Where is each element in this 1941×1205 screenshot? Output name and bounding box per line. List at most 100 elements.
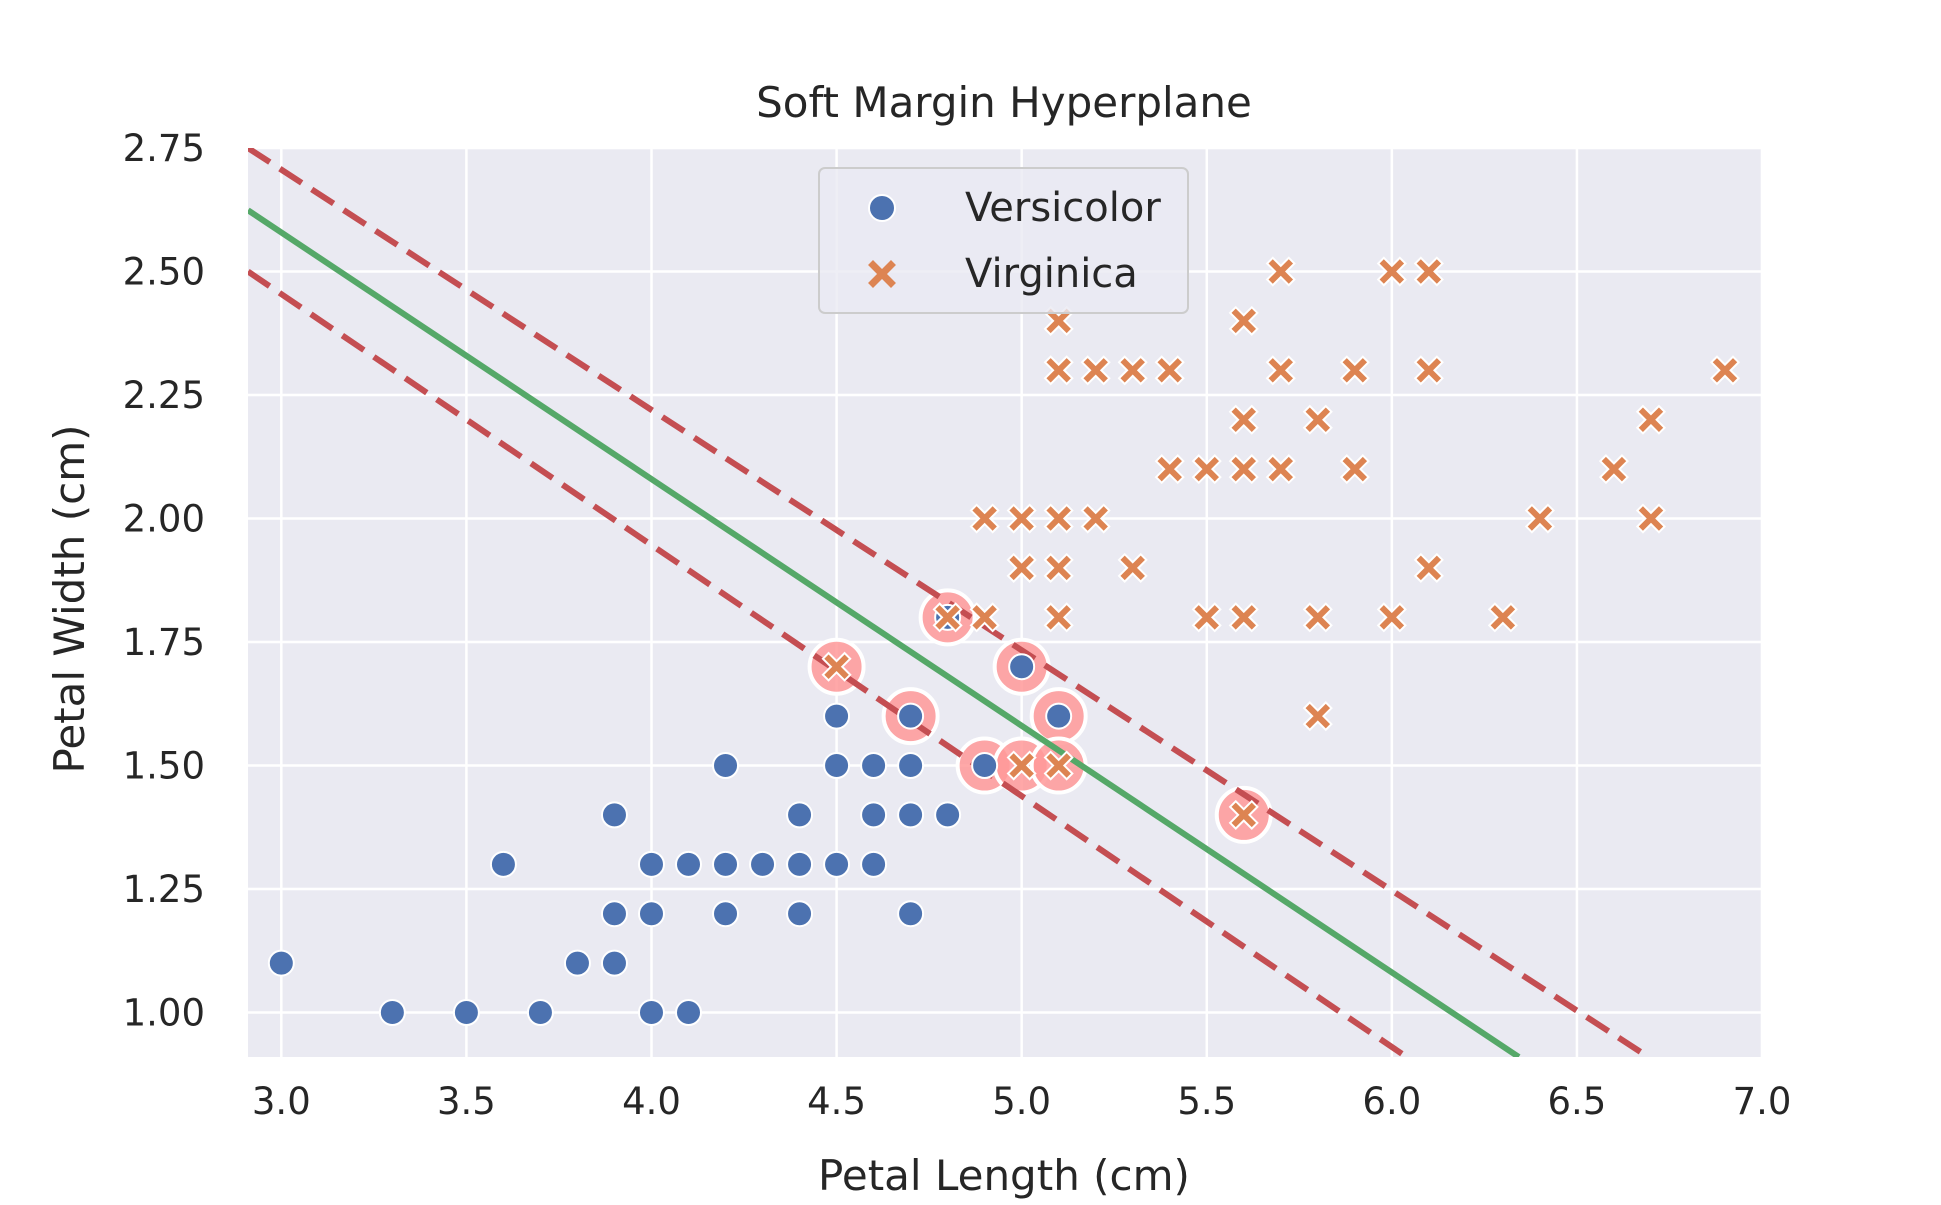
virginica-point-mark — [1046, 555, 1071, 581]
virginica-point — [1339, 454, 1370, 485]
y-tick-label: 1.75 — [123, 621, 205, 664]
versicolor-point — [675, 999, 703, 1027]
virginica-point-mark — [1157, 456, 1182, 482]
x-tick-label: 5.0 — [992, 1080, 1051, 1123]
versicolor-point — [897, 702, 925, 730]
virginica-point-mark — [1009, 506, 1034, 531]
virginica-point-mark — [1638, 407, 1664, 432]
versicolor-point — [786, 801, 814, 829]
versicolor-point — [897, 752, 925, 780]
x-tick-label: 6.5 — [1547, 1080, 1606, 1123]
versicolor-point — [637, 850, 665, 878]
hyperplane-line — [248, 207, 1521, 1057]
virginica-point — [1228, 305, 1259, 336]
y-tick-label: 2.75 — [123, 127, 205, 170]
virginica-point-mark — [1527, 506, 1553, 531]
virginica-point — [1154, 355, 1185, 386]
virginica-point — [1043, 355, 1074, 386]
virginica-point — [821, 651, 852, 682]
versicolor-point — [526, 999, 554, 1027]
virginica-point — [1302, 602, 1333, 633]
versicolor-point — [897, 900, 925, 928]
virginica-point-mark — [1416, 259, 1442, 284]
virginica-point-mark — [1342, 358, 1368, 383]
virginica-point — [1080, 355, 1111, 386]
virginica-point — [1117, 355, 1148, 386]
y-tick-label: 1.00 — [123, 992, 205, 1035]
virginica-point-mark — [1638, 506, 1664, 531]
versicolor-point — [600, 949, 628, 977]
legend-versicolor-marker — [868, 194, 896, 222]
y-tick-label: 2.00 — [123, 498, 205, 541]
versicolor-point — [378, 999, 406, 1027]
virginica-point — [969, 602, 1000, 633]
versicolor-point — [823, 752, 851, 780]
virginica-point — [1191, 454, 1222, 485]
virginica-point-mark — [1305, 605, 1331, 630]
virginica-point-mark — [1712, 358, 1738, 383]
versicolor-point — [1045, 702, 1073, 730]
virginica-point — [1265, 256, 1296, 287]
virginica-point-mark — [1046, 605, 1071, 630]
y-axis-label: Petal Width (cm) — [45, 424, 94, 773]
legend-box — [818, 167, 1189, 314]
virginica-point-mark — [1194, 605, 1219, 630]
virginica-point — [1006, 552, 1037, 583]
virginica-point — [1413, 552, 1444, 583]
virginica-point — [1043, 602, 1074, 633]
virginica-point — [1043, 552, 1074, 583]
virginica-point-mark — [1231, 605, 1257, 630]
virginica-point-mark — [1268, 259, 1294, 284]
versicolor-point — [749, 850, 777, 878]
virginica-point — [1043, 750, 1074, 781]
virginica-point — [1043, 305, 1074, 336]
virginica-point-mark — [972, 506, 997, 531]
versicolor-point — [971, 752, 999, 780]
virginica-point-mark — [1157, 358, 1182, 383]
versicolor-point — [860, 850, 888, 878]
virginica-point — [1265, 355, 1296, 386]
versicolor-point — [786, 850, 814, 878]
virginica-point — [1709, 355, 1741, 386]
virginica-point — [1413, 256, 1444, 287]
virginica-point-mark — [1231, 407, 1257, 432]
y-tick-label: 1.50 — [123, 745, 205, 788]
versicolor-point — [563, 949, 591, 977]
virginica-point-mark — [1120, 555, 1145, 581]
data-layer — [248, 148, 1741, 1057]
virginica-point-mark — [935, 605, 960, 630]
margin-upper-line — [248, 148, 1650, 1057]
virginica-point — [969, 503, 1000, 534]
virginica-point-mark — [1379, 259, 1405, 284]
virginica-point — [1302, 404, 1333, 435]
y-tick-label: 2.50 — [123, 251, 205, 294]
virginica-point-mark — [1305, 407, 1331, 432]
virginica-point-mark — [1416, 358, 1442, 383]
legend-virginica-label: Virginica — [965, 251, 1138, 297]
versicolor-point — [637, 999, 665, 1027]
x-tick-label: 4.0 — [622, 1080, 681, 1123]
virginica-point — [1043, 503, 1074, 534]
versicolor-point — [489, 850, 517, 878]
y-tick-label: 2.25 — [123, 374, 205, 417]
virginica-point — [1006, 750, 1037, 781]
versicolor-point — [600, 900, 628, 928]
virginica-point-mark — [1342, 456, 1368, 482]
chart-title: Soft Margin Hyperplane — [756, 78, 1252, 127]
versicolor-point — [712, 850, 740, 878]
virginica-point — [1413, 355, 1444, 386]
versicolor-point — [452, 999, 480, 1027]
legend-virginica-marker — [868, 260, 896, 288]
virginica-point-mark — [1490, 605, 1516, 630]
versicolor-point — [637, 900, 665, 928]
versicolor-point — [712, 900, 740, 928]
virginica-point-mark — [1231, 456, 1257, 482]
x-tick-label: 4.5 — [807, 1080, 866, 1123]
virginica-point-mark — [1305, 703, 1331, 729]
virginica-point — [1487, 602, 1518, 633]
virginica-point — [1006, 503, 1037, 534]
virginica-point — [1154, 454, 1185, 485]
virginica-point — [1598, 454, 1630, 485]
